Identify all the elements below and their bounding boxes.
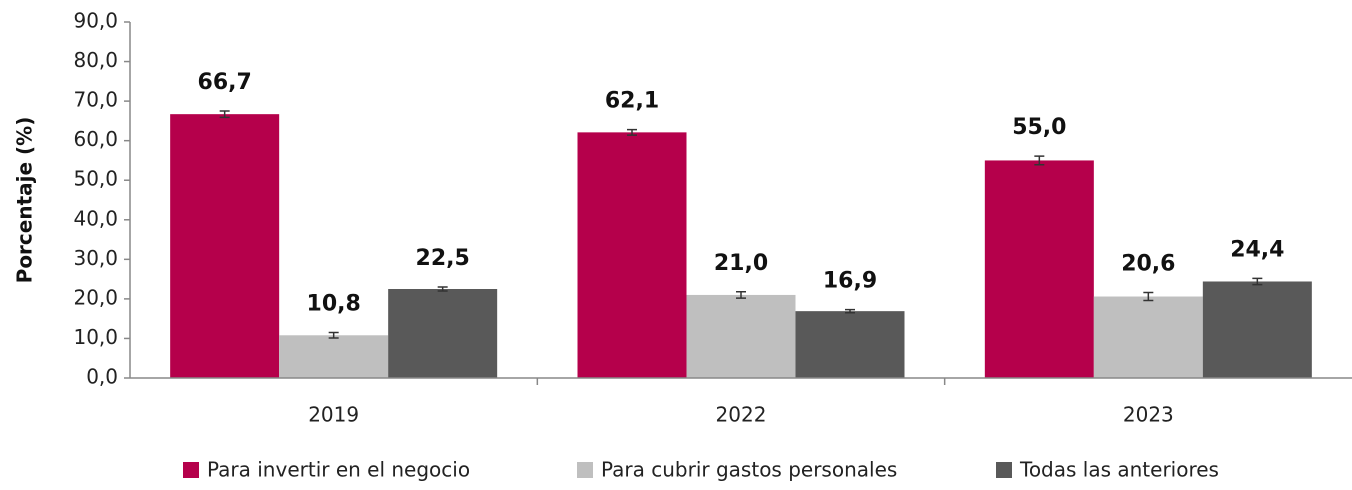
value-label: 21,0 (714, 251, 768, 276)
x-tick-label: 2022 (716, 403, 767, 427)
value-label: 10,8 (307, 292, 361, 317)
y-axis-label: Porcentaje (%) (13, 117, 37, 284)
x-tick-label: 2023 (1123, 403, 1174, 427)
bar (686, 294, 796, 378)
bar (1093, 296, 1203, 378)
error-bar (1143, 291, 1154, 302)
y-tick-label: 80,0 (73, 48, 118, 72)
legend-swatch (577, 462, 593, 478)
legend-label: Para cubrir gastos personales (601, 458, 897, 482)
legend-label: Todas las anteriores (1019, 458, 1219, 482)
bar (1202, 281, 1312, 378)
error-bar (736, 291, 746, 299)
error-bar (1252, 277, 1263, 286)
y-tick-label: 60,0 (73, 127, 118, 151)
value-label: 62,1 (605, 89, 659, 114)
error-bar (1034, 155, 1045, 166)
error-bar (845, 308, 855, 314)
error-bar (328, 331, 339, 339)
error-bar (437, 286, 448, 292)
bar (170, 114, 280, 379)
bar (388, 289, 498, 378)
error-bar (219, 110, 230, 119)
legend-swatch (183, 462, 199, 478)
value-label: 66,7 (198, 70, 252, 95)
y-tick-label: 20,0 (73, 285, 118, 309)
y-tick-label: 90,0 (73, 9, 118, 33)
legend-label: Para invertir en el negocio (207, 458, 470, 482)
value-label: 20,6 (1121, 252, 1175, 277)
bar (279, 335, 389, 378)
y-tick-label: 30,0 (73, 246, 118, 270)
error-bar (627, 128, 637, 136)
legend-swatch (996, 462, 1012, 478)
value-label: 55,0 (1012, 115, 1066, 140)
value-label: 22,5 (416, 246, 470, 271)
value-label: 24,4 (1230, 237, 1284, 262)
x-tick-label: 2019 (308, 403, 359, 427)
bar (577, 132, 687, 378)
y-tick-label: 40,0 (73, 206, 118, 230)
y-tick-label: 0,0 (86, 365, 118, 389)
y-tick-label: 70,0 (73, 88, 118, 112)
bar (795, 311, 905, 378)
y-tick-label: 10,0 (73, 325, 118, 349)
value-label: 16,9 (823, 269, 877, 294)
bar (984, 160, 1094, 378)
y-tick-label: 50,0 (73, 167, 118, 191)
